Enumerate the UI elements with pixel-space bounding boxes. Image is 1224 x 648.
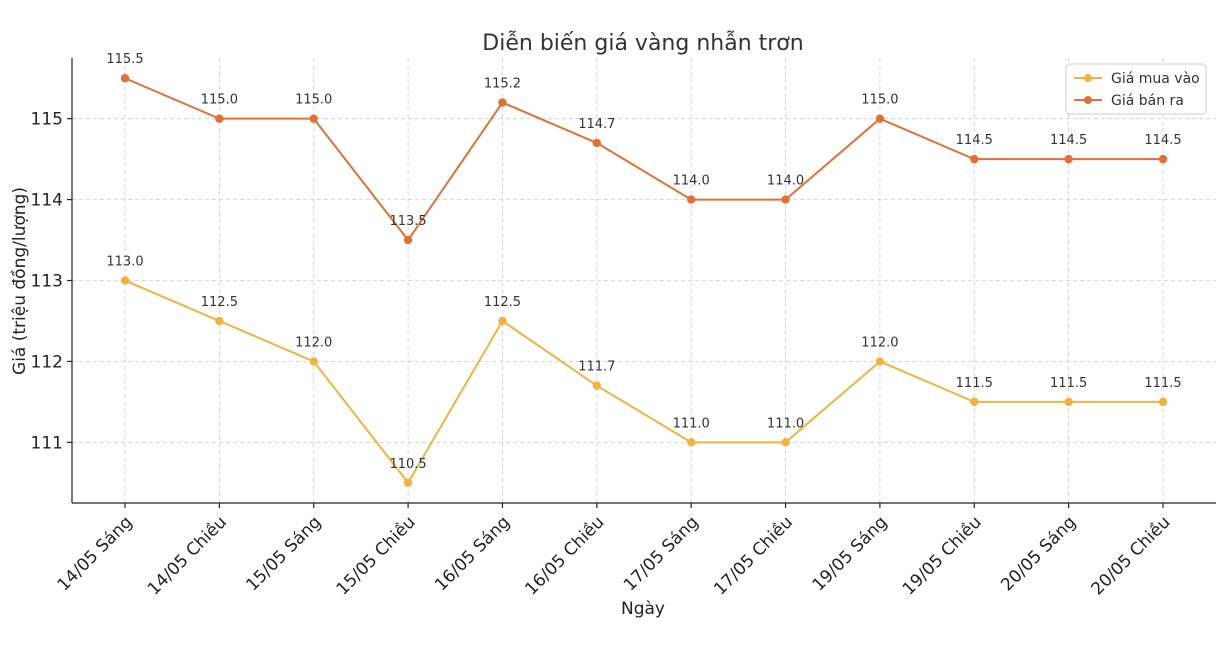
x-tick-label: 20/05 Sáng [997,512,1080,595]
data-point [970,154,979,164]
data-label: 112.0 [295,335,332,350]
grid [72,58,1216,503]
series [120,74,1168,487]
data-label: 111.5 [956,376,993,391]
data-point [686,195,696,204]
legend: Giá mua vào Giá bán ra [1065,63,1207,115]
data-label: 115.0 [861,93,898,108]
data-point [875,357,885,366]
x-ticks: 14/05 Sáng 14/05 Chiều 15/05 Sáng 15/05 Chi… [54,503,1175,599]
x-tick-label: 14/05 Sáng [54,512,137,595]
y-tick-label: 112 [31,352,63,372]
x-tick-label: 19/05 Sáng [809,512,892,595]
data-label: 115.5 [106,52,143,67]
data-label: 114.0 [767,174,804,189]
x-tick-label: 14/05 Chiều [143,512,231,600]
data-label: 111.5 [1050,376,1087,391]
data-point [120,74,130,83]
legend-marker-buy [1084,74,1092,82]
data-point [781,195,790,204]
data-point [686,438,696,447]
data-label: 111.5 [1144,376,1181,391]
data-label: 114.7 [578,117,615,132]
series-line [124,279,1163,485]
x-axis-label: Ngày [621,599,665,619]
data-label: 115.0 [295,93,332,108]
y-tick-label: 114 [31,191,63,211]
y-tick-label: 111 [31,433,63,453]
data-point [498,98,507,107]
data-label: 112.0 [861,335,898,350]
data-label: 111.7 [578,360,615,375]
series-line [124,77,1163,242]
data-label: 114.0 [673,174,710,189]
legend-label-buy: Giá mua vào [1111,71,1200,87]
data-label: 114.5 [956,133,993,148]
data-point [1064,154,1073,164]
data-point [215,316,224,326]
data-point [1158,154,1168,164]
data-label: 113.5 [389,214,426,229]
data-label: 111.0 [673,416,710,431]
data-point [592,138,602,148]
data-label: 111.0 [767,416,804,431]
x-tick-label: 17/05 Chiều [709,512,797,600]
data-point [498,316,507,326]
data-label: 114.5 [1144,133,1181,148]
data-label: 112.5 [201,295,238,310]
x-tick-label: 15/05 Sáng [242,512,325,595]
data-point [309,357,318,366]
data-label: 115.0 [201,93,238,108]
data-point [875,114,885,123]
legend-label-sell: Giá bán ra [1111,93,1184,109]
x-tick-label: 20/05 Chiều [1087,512,1175,600]
x-tick-label: 16/05 Chiều [521,512,609,600]
x-tick-label: 16/05 Sáng [431,512,514,595]
x-tick-label: 15/05 Chiều [332,512,420,600]
x-tick-label: 19/05 Chiều [898,512,986,600]
data-label: 112.5 [484,295,521,310]
data-label: 115.2 [484,77,521,92]
data-point [120,276,130,285]
legend-box [1065,63,1207,115]
data-point [215,114,224,123]
data-point [592,381,602,390]
data-label: 110.5 [389,457,426,472]
legend-marker-sell [1084,96,1092,104]
data-point [970,397,979,407]
y-ticks: 111 112 113 114 115 [31,110,72,453]
data-point [1158,397,1168,407]
data-label: 114.5 [1050,133,1087,148]
data-label: 113.0 [106,255,143,270]
y-tick-label: 115 [31,110,63,130]
chart-title: Diễn biến giá vàng nhẫn trơn [482,30,803,56]
data-point [403,235,413,245]
y-axis-label: Giá (triệu đồng/lượng) [9,187,30,375]
data-labels: 113.0 112.5 112.0 110.5 112.5 111.7 111.0 111.0… [106,52,1181,472]
data-point [309,114,318,123]
data-point [781,438,790,447]
data-point [403,478,413,487]
data-point [1064,397,1073,407]
x-tick-label: 17/05 Sáng [620,512,703,595]
y-tick-label: 113 [31,272,63,292]
